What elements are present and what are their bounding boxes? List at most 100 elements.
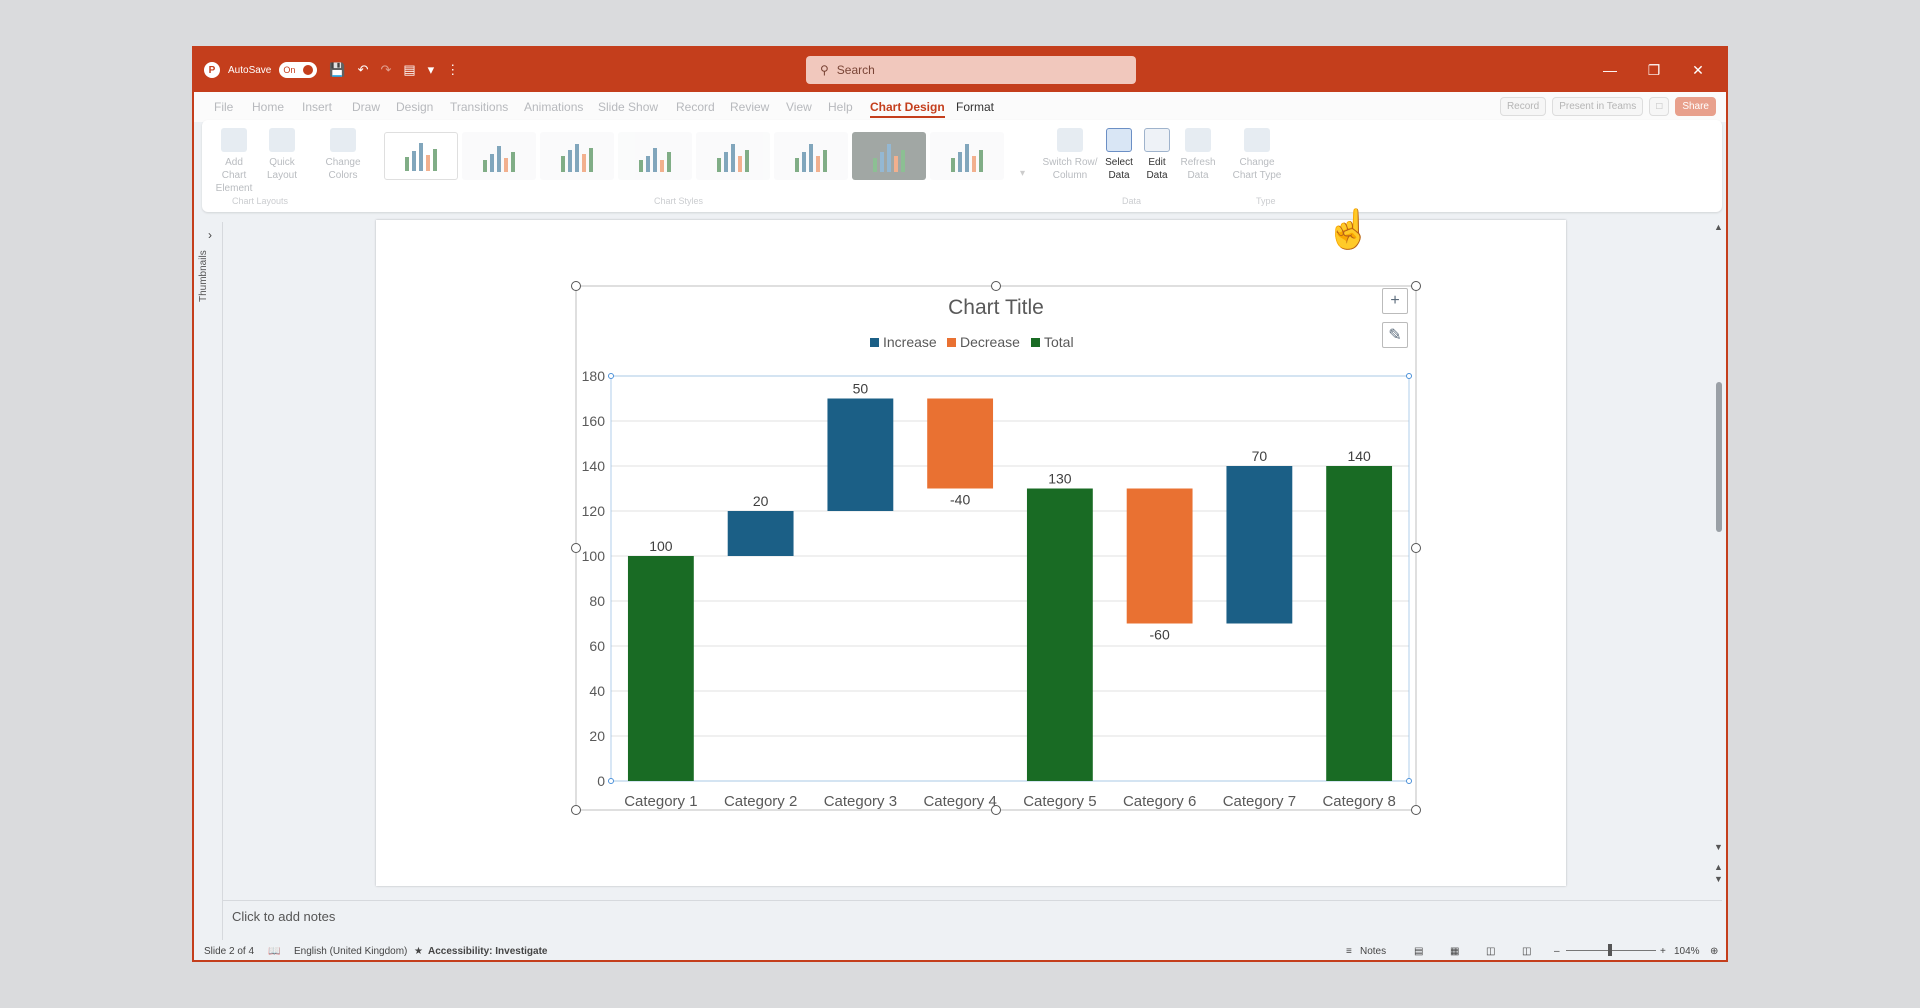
thumbnails-rail[interactable]: › Thumbnails	[196, 222, 223, 940]
chart-styles-button[interactable]: ✎	[1382, 322, 1408, 348]
zoom-slider-thumb[interactable]	[1608, 944, 1612, 956]
zoom-level[interactable]: 104%	[1674, 946, 1700, 957]
language-status[interactable]: English (United Kingdom)	[294, 946, 408, 957]
autosave-label: AutoSave	[228, 64, 272, 76]
change-chart-type-button[interactable]: Change Chart Type	[1230, 128, 1284, 182]
share-button[interactable]: Share	[1675, 97, 1716, 116]
resize-handle[interactable]	[571, 805, 581, 815]
plot-area-handle	[608, 778, 614, 784]
data-label: -60	[1150, 627, 1170, 643]
scroll-down-icon[interactable]: ▼	[1714, 842, 1723, 852]
data-label: 140	[1347, 448, 1371, 464]
spelling-icon[interactable]: 📖	[268, 946, 281, 957]
plot-area-handle	[608, 373, 614, 379]
normal-view-icon[interactable]: ▤	[1414, 946, 1424, 957]
tab-format[interactable]: Format	[956, 100, 995, 114]
switch-row-column-button[interactable]: Switch Row/ Column	[1042, 128, 1098, 182]
zoom-out-icon[interactable]: –	[1554, 946, 1560, 957]
search-box[interactable]: ⚲ Search	[806, 56, 1136, 84]
add-chart-element-button[interactable]: Add Chart Element	[212, 128, 256, 195]
tab-record[interactable]: Record	[676, 100, 715, 114]
chart-style-1[interactable]	[384, 132, 458, 180]
group-label-chart-styles: Chart Styles	[654, 196, 704, 206]
quick-layout-button[interactable]: Quick Layout	[262, 128, 302, 182]
waterfall-chart[interactable]: Chart Title Increase Decrease Total 0 20 40 60 8…	[376, 220, 1566, 886]
tab-design[interactable]: Design	[396, 100, 434, 114]
bar	[827, 398, 894, 511]
chart-style-5[interactable]	[696, 132, 770, 180]
select-data-label: Select Data	[1105, 157, 1133, 181]
x-tick-label: Category 6	[1123, 793, 1196, 810]
undo-icon[interactable]: ↶	[357, 62, 369, 77]
record-button[interactable]: Record	[1499, 97, 1547, 116]
reading-view-icon[interactable]: ◫	[1486, 946, 1496, 957]
previous-slide-icon[interactable]: ▲	[1714, 862, 1723, 872]
more-icon[interactable]: ⋮	[446, 62, 460, 77]
resize-handle[interactable]	[1411, 281, 1421, 291]
data-label: 130	[1048, 471, 1072, 487]
resize-handle[interactable]	[1411, 805, 1421, 815]
chart-style-4[interactable]	[618, 132, 692, 180]
edit-data-button[interactable]: Edit Data	[1140, 128, 1174, 182]
legend-label: Decrease	[960, 334, 1020, 350]
next-slide-icon[interactable]: ▼	[1714, 874, 1723, 884]
comments-icon[interactable]: □	[1649, 97, 1670, 116]
notes-pane[interactable]: Click to add notes	[222, 900, 1722, 931]
tab-slide-show[interactable]: Slide Show	[598, 100, 659, 114]
x-tick-label: Category 4	[923, 793, 996, 810]
tab-file[interactable]: File	[214, 100, 234, 114]
y-tick-label: 120	[582, 503, 606, 519]
close-icon[interactable]: ✕	[1692, 61, 1704, 78]
chart-style-3[interactable]	[540, 132, 614, 180]
tab-transitions[interactable]: Transitions	[450, 100, 509, 114]
fit-to-window-icon[interactable]: ⊕	[1710, 946, 1719, 957]
select-data-icon	[1106, 128, 1132, 152]
resize-handle[interactable]	[571, 281, 581, 291]
slide-sorter-icon[interactable]: ▦	[1450, 946, 1460, 957]
select-data-button[interactable]: Select Data	[1102, 128, 1136, 182]
expand-thumbnails-icon[interactable]: ›	[208, 228, 212, 242]
resize-handle[interactable]	[1411, 543, 1421, 553]
tab-view[interactable]: View	[786, 100, 812, 114]
group-label-data: Data	[1122, 196, 1142, 206]
chart-style-7[interactable]	[852, 132, 926, 180]
window-controls: — ❐ ✕	[1588, 48, 1720, 92]
accessibility-status[interactable]: Accessibility: Investigate	[428, 946, 548, 957]
refresh-data-button[interactable]: Refresh Data	[1178, 128, 1218, 182]
autosave-toggle[interactable]: On	[279, 62, 318, 78]
chart-style-8[interactable]	[930, 132, 1004, 180]
save-icon[interactable]: 💾	[329, 62, 346, 77]
chart-style-2[interactable]	[462, 132, 536, 180]
tab-animations[interactable]: Animations	[524, 100, 584, 114]
tab-chart-design[interactable]: Chart Design	[870, 100, 945, 118]
zoom-in-icon[interactable]: +	[1660, 946, 1666, 957]
chart-elements-button[interactable]: +	[1382, 288, 1408, 314]
tab-draw[interactable]: Draw	[352, 100, 381, 114]
resize-handle[interactable]	[571, 543, 581, 553]
tab-insert[interactable]: Insert	[302, 100, 333, 114]
chart-style-6[interactable]	[774, 132, 848, 180]
y-tick-label: 100	[582, 548, 606, 564]
gallery-more-icon[interactable]: ▾	[1020, 168, 1026, 179]
hand-cursor-icon: ☝	[1325, 209, 1373, 251]
tab-help[interactable]: Help	[828, 100, 853, 114]
scroll-thumb[interactable]	[1716, 382, 1722, 532]
tab-review[interactable]: Review	[730, 100, 770, 114]
resize-handle[interactable]	[991, 281, 1001, 291]
data-label: -40	[950, 492, 970, 508]
change-colors-button[interactable]: Change Colors	[320, 128, 366, 182]
customize-toolbar-icon[interactable]: ▾	[427, 62, 435, 77]
vertical-scrollbar[interactable]: ▲ ▼ ▲ ▼	[1714, 222, 1724, 886]
slideshow-icon[interactable]: ◫	[1522, 946, 1532, 957]
redo-icon[interactable]: ↷	[380, 62, 392, 77]
present-in-teams-button[interactable]: Present in Teams	[1552, 97, 1644, 116]
resize-handle[interactable]	[991, 805, 1001, 815]
plot-area-border	[610, 375, 1410, 782]
scroll-up-icon[interactable]: ▲	[1714, 222, 1723, 232]
tab-home[interactable]: Home	[252, 100, 285, 114]
minimize-icon[interactable]: —	[1603, 62, 1617, 78]
restore-icon[interactable]: ❐	[1647, 61, 1661, 78]
slide-canvas[interactable]: Chart Title Increase Decrease Total 0 20 40 60 8…	[376, 220, 1566, 886]
present-icon[interactable]: ▤	[403, 62, 416, 77]
notes-toggle[interactable]: Notes	[1360, 946, 1387, 957]
